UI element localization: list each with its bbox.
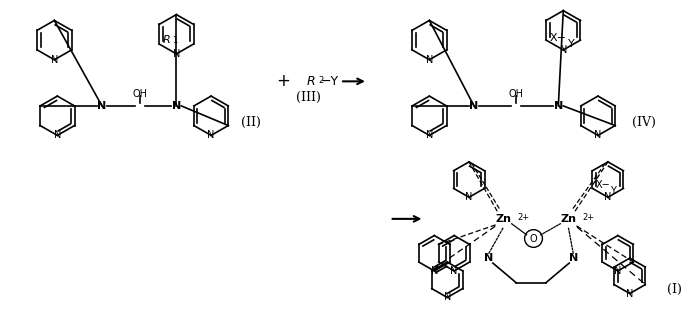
Text: N: N	[54, 130, 61, 140]
Text: N: N	[450, 266, 458, 276]
Text: N: N	[484, 253, 493, 263]
Text: X−: X−	[550, 33, 567, 43]
Text: N: N	[443, 292, 451, 302]
Text: 2: 2	[318, 76, 323, 85]
Text: 2+: 2+	[582, 213, 594, 222]
Text: (I): (I)	[667, 283, 683, 296]
Text: N: N	[426, 130, 433, 140]
Text: OH: OH	[508, 89, 524, 99]
Text: 2+: 2+	[518, 213, 530, 222]
Text: (IV): (IV)	[632, 116, 655, 129]
Text: N: N	[172, 49, 180, 59]
Text: N: N	[207, 130, 215, 140]
Text: N: N	[97, 101, 107, 111]
Text: O: O	[530, 233, 537, 243]
Text: N: N	[594, 130, 602, 140]
Text: N: N	[466, 192, 473, 202]
Text: 1: 1	[172, 36, 177, 45]
Text: N: N	[560, 45, 567, 55]
Text: Y: Y	[610, 186, 616, 196]
Text: N: N	[172, 101, 181, 111]
Text: Zn: Zn	[496, 214, 512, 224]
Text: OH: OH	[132, 89, 147, 99]
Text: (III): (III)	[296, 90, 321, 104]
Text: N: N	[426, 55, 433, 65]
Text: N: N	[554, 101, 563, 111]
Text: N: N	[431, 266, 438, 276]
Text: N: N	[614, 266, 621, 276]
Text: +: +	[276, 72, 290, 90]
Text: N: N	[604, 192, 611, 202]
Text: R: R	[306, 75, 315, 88]
Text: N: N	[469, 101, 479, 111]
Text: −Y: −Y	[320, 75, 339, 88]
Text: N: N	[569, 253, 578, 263]
Text: (II): (II)	[241, 116, 261, 129]
Text: Zn: Zn	[560, 214, 577, 224]
Text: Y: Y	[568, 39, 574, 49]
Text: N: N	[626, 289, 634, 299]
Text: X−: X−	[595, 180, 610, 190]
Text: N: N	[51, 55, 58, 65]
Text: R: R	[163, 35, 171, 45]
